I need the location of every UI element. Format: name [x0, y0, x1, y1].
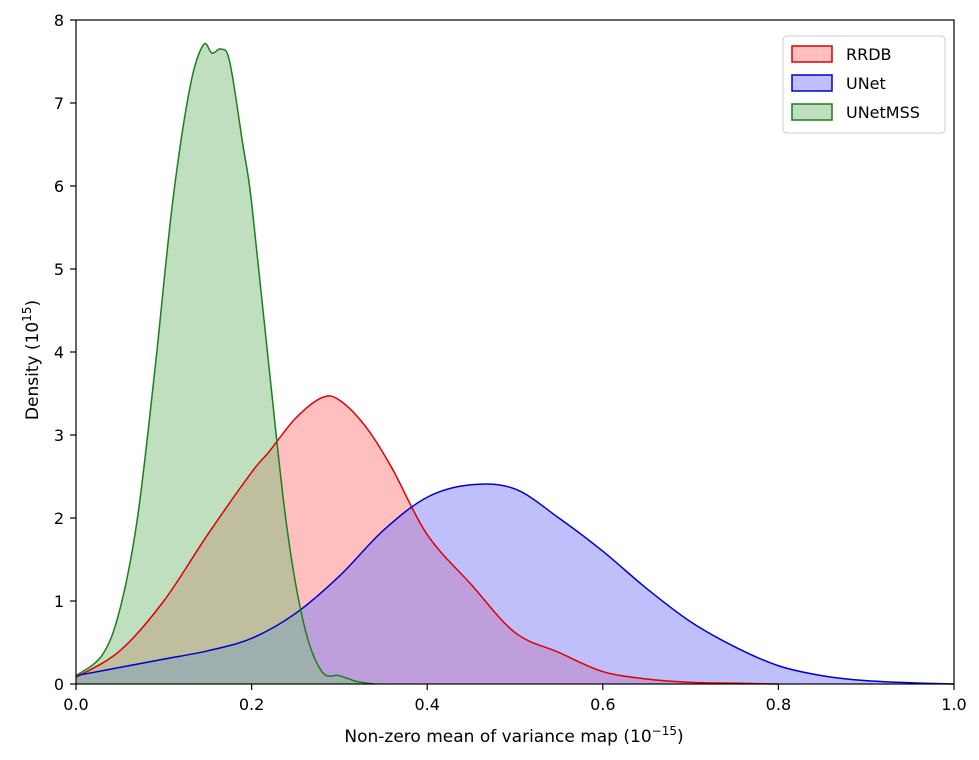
legend-swatch-rrdb — [791, 45, 833, 63]
legend-label-unetmss: UNetMSS — [846, 103, 920, 122]
legend: RRDB UNet UNetMSS — [782, 35, 946, 134]
legend-items: RRDB UNet UNetMSS — [791, 45, 920, 122]
legend-label-rrdb: RRDB — [846, 45, 892, 64]
y-tick-label: 7 — [54, 94, 64, 113]
x-axis-ticks: 0.0 0.2 0.4 0.6 0.8 1.0 — [63, 684, 967, 714]
y-tick-label: 2 — [54, 509, 64, 528]
x-tick-label: 0.4 — [414, 695, 439, 714]
y-tick-label: 0 — [54, 675, 64, 694]
y-axis-ticks: 0 1 2 3 4 5 6 7 8 — [54, 11, 76, 694]
y-tick-label: 4 — [54, 343, 64, 362]
legend-swatch-unetmss — [791, 103, 833, 121]
x-tick-label: 0.0 — [63, 695, 88, 714]
y-tick-label: 8 — [54, 11, 64, 30]
y-tick-label: 1 — [54, 592, 64, 611]
y-axis-label: Density (1015) — [20, 300, 43, 420]
series-line-unetmss — [75, 42, 375, 685]
legend-swatch-unet — [791, 74, 833, 92]
x-axis-label: Non-zero mean of variance map (10−15) — [344, 724, 683, 747]
y-tick-label: 6 — [54, 177, 64, 196]
y-tick-label: 3 — [54, 426, 64, 445]
x-tick-label: 0.2 — [239, 695, 264, 714]
legend-label-unet: UNet — [846, 74, 886, 93]
series-fills — [76, 43, 954, 685]
series-lines — [75, 42, 955, 685]
series-line-unet — [75, 483, 955, 685]
x-tick-label: 0.6 — [590, 695, 615, 714]
y-tick-label: 5 — [54, 260, 64, 279]
x-tick-label: 1.0 — [941, 695, 966, 714]
series-area-unetmss — [76, 43, 375, 685]
series-line-rrdb — [75, 395, 779, 685]
x-tick-label: 0.8 — [766, 695, 791, 714]
